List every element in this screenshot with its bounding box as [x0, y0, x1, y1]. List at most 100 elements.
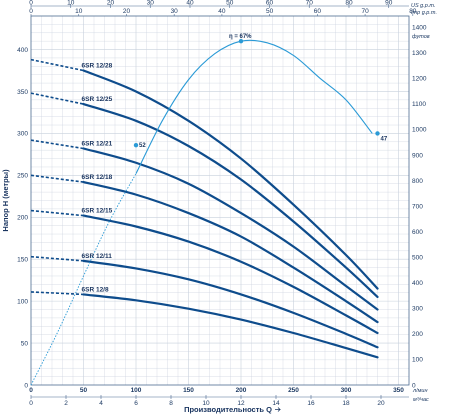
series-label: 6SR 12/8 [82, 286, 109, 293]
series-label: 6SR 12/25 [82, 96, 113, 103]
series-line-5 [82, 214, 379, 335]
y-right-tick-label: 200 [412, 331, 423, 338]
x-axis-title: Производительность Q [184, 405, 272, 414]
m3h-tick-label: 10 [202, 400, 210, 407]
x-tick-label: 50 [80, 387, 88, 394]
imp-gpm-tick-label: 20 [123, 8, 131, 15]
y-right-tick-label: 100 [412, 357, 423, 364]
y-right-unit: футов [412, 34, 430, 40]
series-line-6 [82, 259, 379, 349]
us-gpm-tick-label: 70 [306, 0, 314, 7]
y-right-tick-label: 1200 [412, 76, 427, 83]
efficiency-line [135, 39, 373, 174]
m3h-tick-label: 16 [307, 400, 315, 407]
efficiency-layer: 52 47 η = 67% [30, 34, 388, 386]
efficiency-marker [238, 38, 244, 44]
y-tick-label: 50 [21, 340, 29, 347]
x-unit: л/мин [412, 388, 428, 394]
efficiency-marker [133, 142, 139, 148]
y-axis-title: Напор H (метры) [1, 169, 10, 232]
series-dashed-7 [30, 291, 84, 296]
imp-gpm-tick-label: 40 [218, 8, 226, 15]
imp-gpm-unit: Imp g.p.m. [411, 10, 437, 16]
x-tick-label: 0 [29, 387, 33, 394]
series-line-3 [82, 147, 379, 311]
y-tick-label: 400 [17, 47, 28, 54]
m3h-tick-label: 18 [342, 400, 350, 407]
x-tick-label: 150 [183, 387, 194, 394]
us-gpm-tick-label: 90 [385, 0, 393, 7]
series-dashed-6 [30, 255, 84, 262]
plot-border [30, 15, 410, 386]
y-tick-label: 350 [17, 89, 28, 96]
y-right-tick-label: 900 [412, 152, 423, 159]
y-tick-label: 150 [17, 257, 28, 264]
imp-gpm-tick-label: 10 [75, 8, 83, 15]
efficiency-marker [375, 131, 380, 136]
y-tick-label: 100 [17, 298, 28, 305]
us-gpm-tick-label: 40 [186, 0, 194, 7]
y-right-tick-label: 1000 [412, 127, 427, 134]
y-right-tick-label: 300 [412, 306, 423, 313]
series-dashed-4 [30, 174, 84, 183]
y-right-tick-label: 500 [412, 254, 423, 261]
series-label: 6SR 12/11 [82, 253, 113, 260]
series-layer [82, 69, 379, 359]
m3h-unit: м³/час [413, 397, 429, 403]
imp-gpm-tick-label: 60 [314, 8, 322, 15]
y-right-tick-label: 1100 [412, 101, 426, 108]
y-tick-label: 250 [17, 173, 28, 180]
y-right-tick-label: 600 [412, 229, 423, 236]
series-dashed-2 [30, 92, 84, 105]
m3h-tick-label: 8 [169, 400, 173, 407]
imp-gpm-tick-label: 70 [361, 8, 369, 15]
imp-gpm-tick-label: 0 [29, 8, 33, 15]
efficiency-marker-label: 52 [139, 143, 146, 149]
m3h-tick-label: 0 [29, 400, 33, 407]
series-label: 6SR 12/21 [82, 141, 113, 148]
us-gpm-unit: US g.p.m. [411, 3, 435, 9]
plot-frame [30, 15, 410, 386]
m3h-tick-label: 14 [272, 400, 280, 407]
y-tick-label: 200 [17, 215, 28, 222]
m3h-tick-label: 2 [64, 400, 68, 407]
x-tick-label: 300 [341, 387, 352, 394]
y-right-tick-label: 800 [412, 178, 423, 185]
x-axis-arrow-icon [275, 407, 281, 412]
x-tick-label: 200 [236, 387, 247, 394]
y-right-tick-label: 1300 [412, 50, 427, 57]
imp-gpm-tick-label: 30 [171, 8, 179, 15]
m3h-tick-label: 4 [99, 400, 103, 407]
x-tick-label: 350 [393, 387, 404, 394]
series-line-1 [82, 69, 379, 290]
curve-labels: 6SR 12/28 6SR 12/25 6SR 12/21 6SR 12/18 6SR … [82, 63, 113, 294]
series-line-4 [82, 180, 379, 324]
series-dashed-5 [30, 209, 84, 217]
us-gpm-tick-label: 50 [226, 0, 234, 7]
series-label: 6SR 12/15 [82, 208, 113, 215]
y-tick-label: 0 [24, 382, 28, 389]
efficiency-label: η = 67% [229, 34, 252, 40]
series-line-2 [82, 102, 379, 299]
imp-gpm-tick-label: 50 [266, 8, 274, 15]
y-right-tick-label: 400 [412, 280, 423, 287]
x-tick-label: 250 [288, 387, 299, 394]
us-gpm-tick-label: 20 [107, 0, 115, 7]
series-dashed-3 [30, 139, 84, 150]
efficiency-dotted [30, 173, 137, 386]
us-gpm-tick-label: 30 [147, 0, 155, 7]
series-label: 6SR 12/18 [82, 174, 113, 181]
m3h-tick-label: 12 [237, 400, 245, 407]
series-label: 6SR 12/28 [82, 63, 113, 70]
x-tick-label: 100 [131, 387, 142, 394]
y-tick-label: 300 [17, 131, 28, 138]
us-gpm-tick-label: 80 [345, 0, 353, 7]
y-right-tick-label: 0 [412, 382, 416, 389]
efficiency-marker-label: 47 [381, 136, 388, 142]
us-gpm-tick-label: 60 [266, 0, 274, 7]
y-right-tick-label: 1400 [412, 24, 427, 31]
dashed-extensions [30, 58, 84, 296]
